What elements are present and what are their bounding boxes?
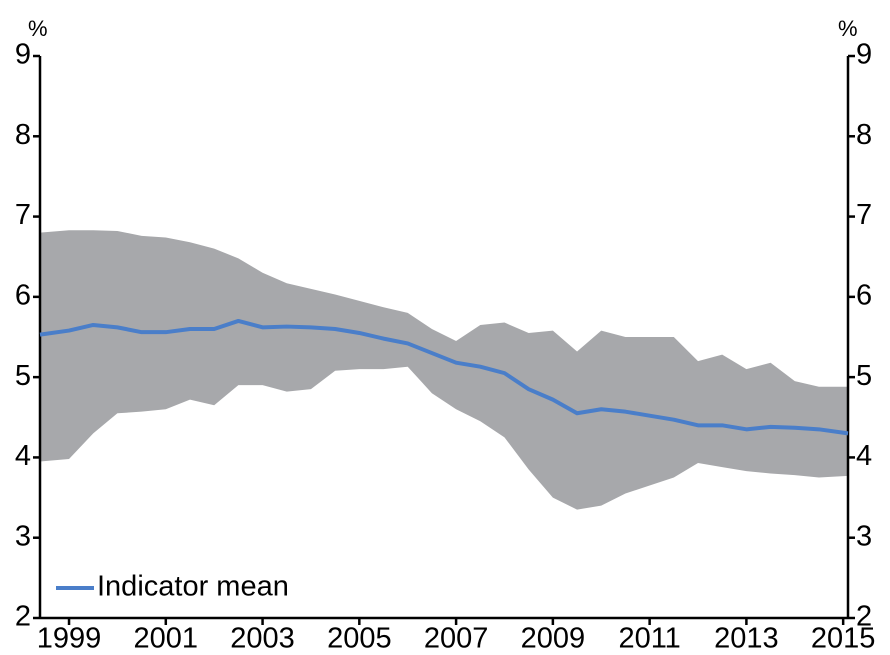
y2-tick-label: 3	[856, 520, 872, 552]
x-tick-label: 1999	[37, 623, 102, 655]
y-tick-label: 3	[15, 520, 31, 552]
y-tick-label: 6	[15, 280, 31, 312]
y2-tick-label: 8	[856, 119, 872, 151]
x-tick-label: 2013	[714, 623, 779, 655]
x-tick-label: 2001	[134, 623, 199, 655]
y2-tick-label: 5	[856, 360, 872, 392]
series-line	[39, 318, 849, 436]
y-tick-label: 8	[15, 119, 31, 151]
y-tick-label: 4	[15, 440, 31, 472]
y-tick-label: 9	[15, 39, 31, 71]
y-tick-label: 7	[15, 199, 31, 231]
y-tick-label: 5	[15, 360, 31, 392]
y2-axis-unit: %	[838, 16, 858, 41]
y2-tick-label: 2	[856, 601, 872, 633]
range-band	[40, 230, 848, 510]
x-tick-label: 2011	[618, 623, 680, 655]
x-tick-label: 2003	[230, 623, 295, 655]
x-tick-label: 2015	[811, 623, 876, 655]
legend-label: Indicator mean	[97, 571, 289, 603]
y2-tick-label: 7	[856, 199, 872, 231]
y-tick-label: 2	[15, 601, 31, 633]
x-tick-label: 2009	[521, 623, 586, 655]
y2-tick-label: 4	[856, 440, 872, 472]
y2-tick-label: 6	[856, 280, 872, 312]
y2-tick-label: 9	[856, 39, 872, 71]
x-tick-label: 2005	[327, 623, 392, 655]
y-axis-unit: %	[28, 16, 48, 41]
x-tick-label: 2007	[424, 623, 489, 655]
